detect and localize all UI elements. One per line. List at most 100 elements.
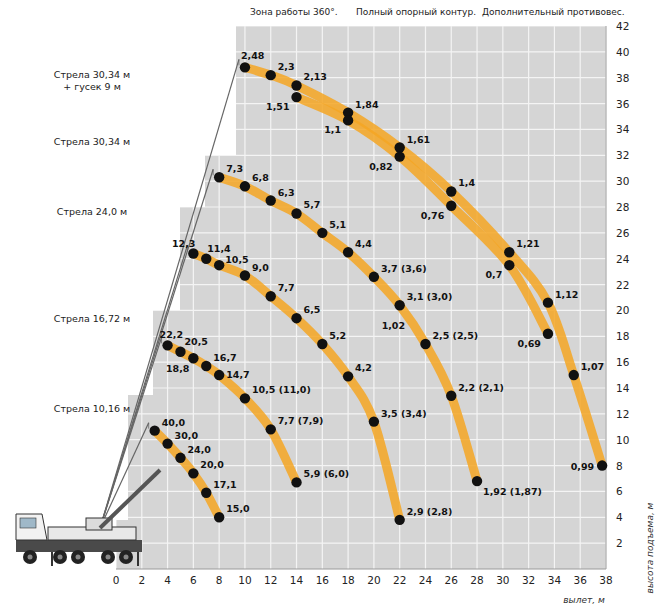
load-point — [504, 260, 514, 270]
load-point — [188, 248, 198, 258]
load-point — [214, 260, 224, 270]
y-tick-label: 20 — [616, 304, 629, 316]
boom-label-line: Стрела 30,34 м — [54, 69, 130, 80]
data-label: 4,4 — [355, 238, 372, 249]
data-label: 0,82 — [369, 161, 392, 172]
load-point — [394, 142, 404, 152]
data-label: 2,5 (2,5) — [432, 330, 478, 341]
load-point — [597, 460, 607, 470]
outrigger — [51, 552, 53, 566]
x-grid-line — [605, 26, 606, 569]
load-point — [291, 208, 301, 218]
x-tick-label: 38 — [599, 574, 612, 586]
x-tick-label: 24 — [419, 574, 433, 586]
load-point — [543, 329, 553, 339]
boom-line — [100, 423, 149, 528]
data-label: 14,7 — [226, 369, 249, 380]
y-tick-label: 24 — [616, 253, 630, 265]
y-tick-label: 40 — [616, 46, 629, 58]
load-curve — [193, 254, 399, 520]
load-point — [162, 438, 172, 448]
y-tick-label: 32 — [616, 149, 629, 161]
load-point — [214, 512, 224, 522]
y-grid-line — [116, 181, 606, 182]
x-tick-label: 14 — [290, 574, 304, 586]
data-label: 5,1 — [329, 219, 346, 230]
load-point — [291, 92, 301, 102]
y-tick-label: 14 — [616, 382, 630, 394]
load-point — [343, 371, 353, 381]
load-point — [394, 515, 404, 525]
boom-label: Стрела 30,34 м+ гусек 9 м — [54, 69, 130, 92]
x-tick-label: 8 — [216, 574, 223, 586]
x-axis-title: вылет, м — [563, 595, 605, 605]
y-tick-label: 34 — [616, 123, 630, 135]
outrigger — [137, 552, 139, 566]
data-label: 1,12 — [555, 289, 578, 300]
data-label: 7,7 — [278, 282, 295, 293]
x-tick-label: 6 — [190, 574, 197, 586]
y-tick-label: 28 — [616, 201, 629, 213]
data-label: 9,0 — [252, 262, 269, 273]
truck-wheel — [53, 550, 67, 564]
load-point — [317, 339, 327, 349]
x-grid-line — [244, 26, 245, 569]
load-point — [369, 416, 379, 426]
data-label: 5,7 — [304, 199, 321, 210]
data-label: 7,7 (7,9) — [278, 415, 324, 426]
load-point — [175, 347, 185, 357]
header-text: Зона работы 360°. — [250, 7, 338, 17]
y-tick-label: 18 — [616, 330, 629, 342]
boom-line — [100, 169, 213, 528]
boom-label: Стрела 24,0 м — [57, 206, 127, 217]
truck-hub — [106, 555, 111, 560]
header-text: Полный опорный контур. — [356, 7, 476, 17]
data-label: 4,2 — [355, 362, 372, 373]
load-point — [175, 453, 185, 463]
grid — [116, 26, 606, 569]
load-point — [446, 391, 456, 401]
data-label: 22,2 — [160, 329, 183, 340]
y-tick-label: 38 — [616, 72, 629, 84]
y-tick-label: 42 — [616, 20, 629, 32]
data-label: 3,7 (3,6) — [381, 263, 427, 274]
y-tick-label: 10 — [616, 434, 629, 446]
y-tick-label: 8 — [616, 460, 623, 472]
y-grid-line — [116, 77, 606, 78]
load-point — [188, 468, 198, 478]
y-tick-label: 2 — [616, 537, 623, 549]
boom-line — [100, 59, 239, 528]
load-point — [149, 425, 159, 435]
x-tick-label: 32 — [522, 574, 535, 586]
data-label: 2,2 (2,1) — [458, 382, 504, 393]
y-axis-title: высота подъема, м — [645, 502, 655, 593]
data-label: 1,07 — [581, 361, 604, 372]
boom-line — [100, 246, 187, 528]
boom-line — [100, 337, 162, 528]
load-point — [214, 370, 224, 380]
data-label: 15,0 — [226, 503, 250, 514]
data-label: 40,0 — [162, 417, 186, 428]
y-tick-label: 22 — [616, 279, 629, 291]
load-point — [201, 254, 211, 264]
y-tick-label: 16 — [616, 356, 630, 368]
x-grid-line — [193, 26, 194, 569]
y-tick-label: 4 — [616, 511, 623, 523]
y-grid-line — [116, 51, 606, 52]
data-label: 12,3 — [172, 238, 195, 249]
x-tick-label: 34 — [548, 574, 562, 586]
y-grid-line — [116, 155, 606, 156]
y-grid-line — [116, 413, 606, 414]
x-grid-line — [580, 26, 581, 569]
load-point — [266, 195, 276, 205]
x-tick-label: 4 — [164, 574, 171, 586]
data-label: 24,0 — [187, 444, 211, 455]
load-point — [291, 80, 301, 90]
data-label: 2,9 (2,8) — [407, 506, 453, 517]
load-point — [420, 339, 430, 349]
load-curve — [297, 97, 548, 334]
crane-truck — [16, 470, 160, 566]
data-label: 10,5 (11,0) — [252, 384, 311, 395]
data-label: 0,7 — [485, 269, 502, 280]
data-labels: 2,482,32,131,841,611,41,211,121,070,991,… — [160, 50, 605, 516]
